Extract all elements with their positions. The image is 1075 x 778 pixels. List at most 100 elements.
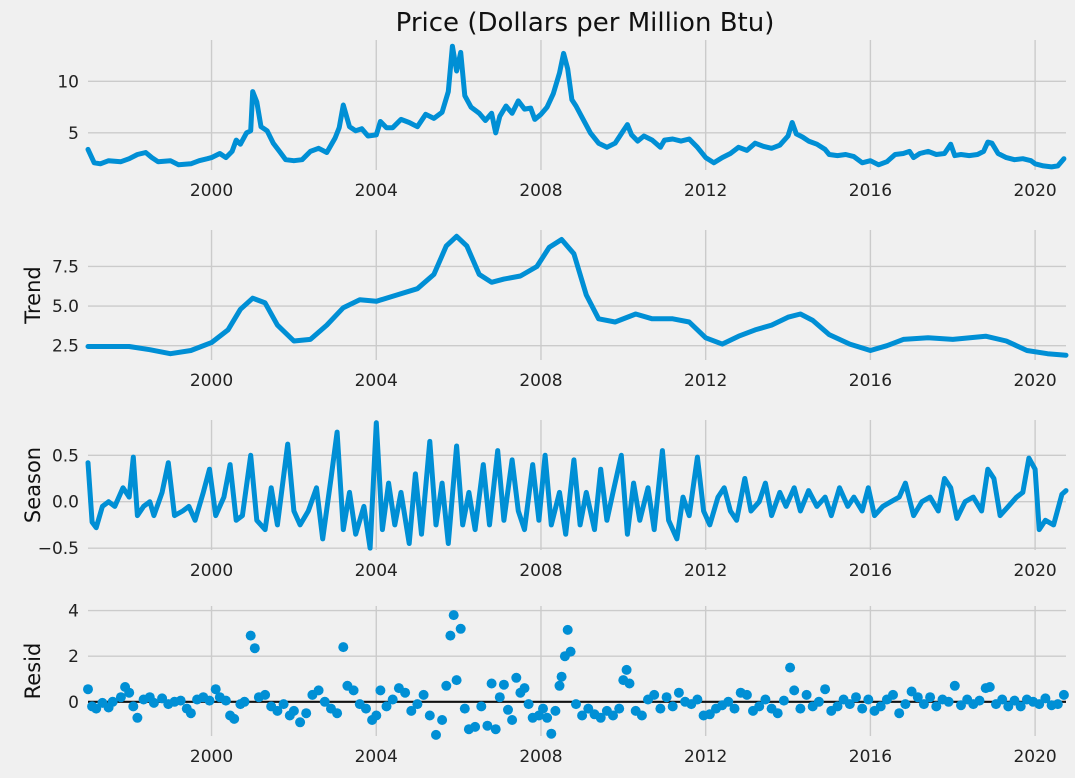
residual-point	[875, 701, 886, 712]
residual-point	[949, 680, 960, 691]
residual-point	[621, 664, 632, 675]
residual-point	[332, 708, 343, 719]
x-tick-label: 2000	[190, 181, 233, 201]
residual-point	[272, 705, 283, 716]
residual-point	[801, 689, 812, 700]
residual-point	[851, 692, 861, 703]
residual-point	[608, 710, 618, 721]
residual-point	[832, 701, 843, 712]
residual-point	[943, 696, 954, 707]
residual-point	[375, 685, 386, 696]
y-tick-label: 2.5	[52, 337, 79, 357]
y-tick-label: 4	[68, 602, 79, 622]
residual-point	[239, 696, 250, 707]
residual-point	[778, 695, 789, 706]
residual-point	[381, 701, 392, 712]
residual-point	[789, 685, 800, 696]
y-axis-label: Season	[21, 447, 45, 523]
residual-point	[278, 699, 289, 710]
residual-point	[857, 703, 868, 714]
y-tick-label: 0.0	[52, 493, 79, 513]
residual-point	[595, 712, 606, 723]
y-tick-label: 7.5	[52, 257, 79, 277]
x-tick-label: 2004	[355, 371, 398, 391]
residual-point	[754, 701, 765, 712]
residual-point	[1058, 689, 1069, 700]
residual-point	[723, 696, 734, 707]
y-tick-label: 2	[68, 647, 79, 667]
residual-point	[348, 685, 359, 696]
residual-point	[229, 713, 240, 724]
residual-point	[431, 729, 441, 740]
residual-point	[556, 671, 567, 682]
x-tick-label: 2020	[1013, 561, 1056, 581]
residual-point	[400, 687, 411, 698]
x-tick-label: 2000	[190, 371, 233, 391]
residual-point	[319, 696, 330, 707]
y-tick-label: −0.5	[38, 539, 79, 559]
residual-point	[498, 679, 509, 690]
residual-point	[554, 680, 565, 691]
residual-point	[260, 689, 271, 700]
residual-point	[661, 692, 672, 703]
residual-point	[984, 682, 995, 692]
residual-point	[571, 699, 581, 710]
residual-point	[210, 684, 221, 695]
residual-point	[338, 642, 349, 653]
x-tick-label: 2004	[355, 747, 398, 767]
residual-point	[451, 675, 462, 686]
x-tick-label: 2012	[684, 371, 727, 391]
residual-point	[523, 699, 534, 710]
residual-point	[519, 683, 530, 694]
residual-point	[441, 680, 452, 691]
residual-point	[655, 703, 666, 714]
residual-point	[249, 643, 260, 654]
series-line	[85, 233, 1069, 358]
residual-point	[185, 708, 196, 719]
residual-point	[455, 623, 466, 634]
x-tick-label: 2016	[849, 747, 892, 767]
residual-point	[667, 701, 678, 712]
residual-point	[448, 610, 459, 621]
residual-point	[387, 694, 398, 705]
residual-point	[476, 701, 487, 712]
x-tick-label: 2004	[355, 561, 398, 581]
residual-point	[175, 695, 186, 706]
residual-point	[912, 692, 923, 703]
residual-point	[974, 695, 985, 706]
residual-point	[503, 704, 513, 715]
chart-title: Price (Dollars per Million Btu)	[396, 8, 775, 38]
residual-point	[741, 689, 752, 700]
residual-point	[624, 678, 635, 689]
residual-point	[288, 705, 299, 716]
residual-point	[115, 692, 126, 703]
residual-point	[406, 705, 417, 716]
residual-point	[785, 662, 796, 673]
residual-point	[900, 699, 911, 710]
residual-point	[692, 694, 703, 705]
x-tick-label: 2008	[519, 371, 562, 391]
residual-point	[772, 708, 783, 719]
x-tick-label: 2016	[849, 181, 892, 201]
residual-point	[729, 703, 740, 714]
y-tick-label: 5	[68, 124, 79, 144]
x-tick-label: 2000	[190, 561, 233, 581]
y-tick-label: 0	[68, 693, 79, 713]
residual-point	[418, 689, 429, 700]
x-tick-label: 2012	[684, 561, 727, 581]
residual-point	[148, 697, 159, 708]
residual-point	[820, 684, 831, 695]
y-axis-label: Resid	[21, 643, 45, 700]
residual-point	[486, 678, 497, 689]
y-tick-label: 10	[57, 72, 79, 92]
residual-point	[1052, 699, 1063, 710]
residual-point	[511, 672, 522, 683]
residual-point	[490, 724, 501, 735]
residual-point	[577, 710, 588, 721]
residual-point	[565, 646, 576, 657]
residual-point	[844, 699, 855, 710]
x-tick-label: 2000	[190, 747, 233, 767]
x-tick-label: 2012	[684, 181, 727, 201]
x-tick-label: 2008	[519, 561, 562, 581]
